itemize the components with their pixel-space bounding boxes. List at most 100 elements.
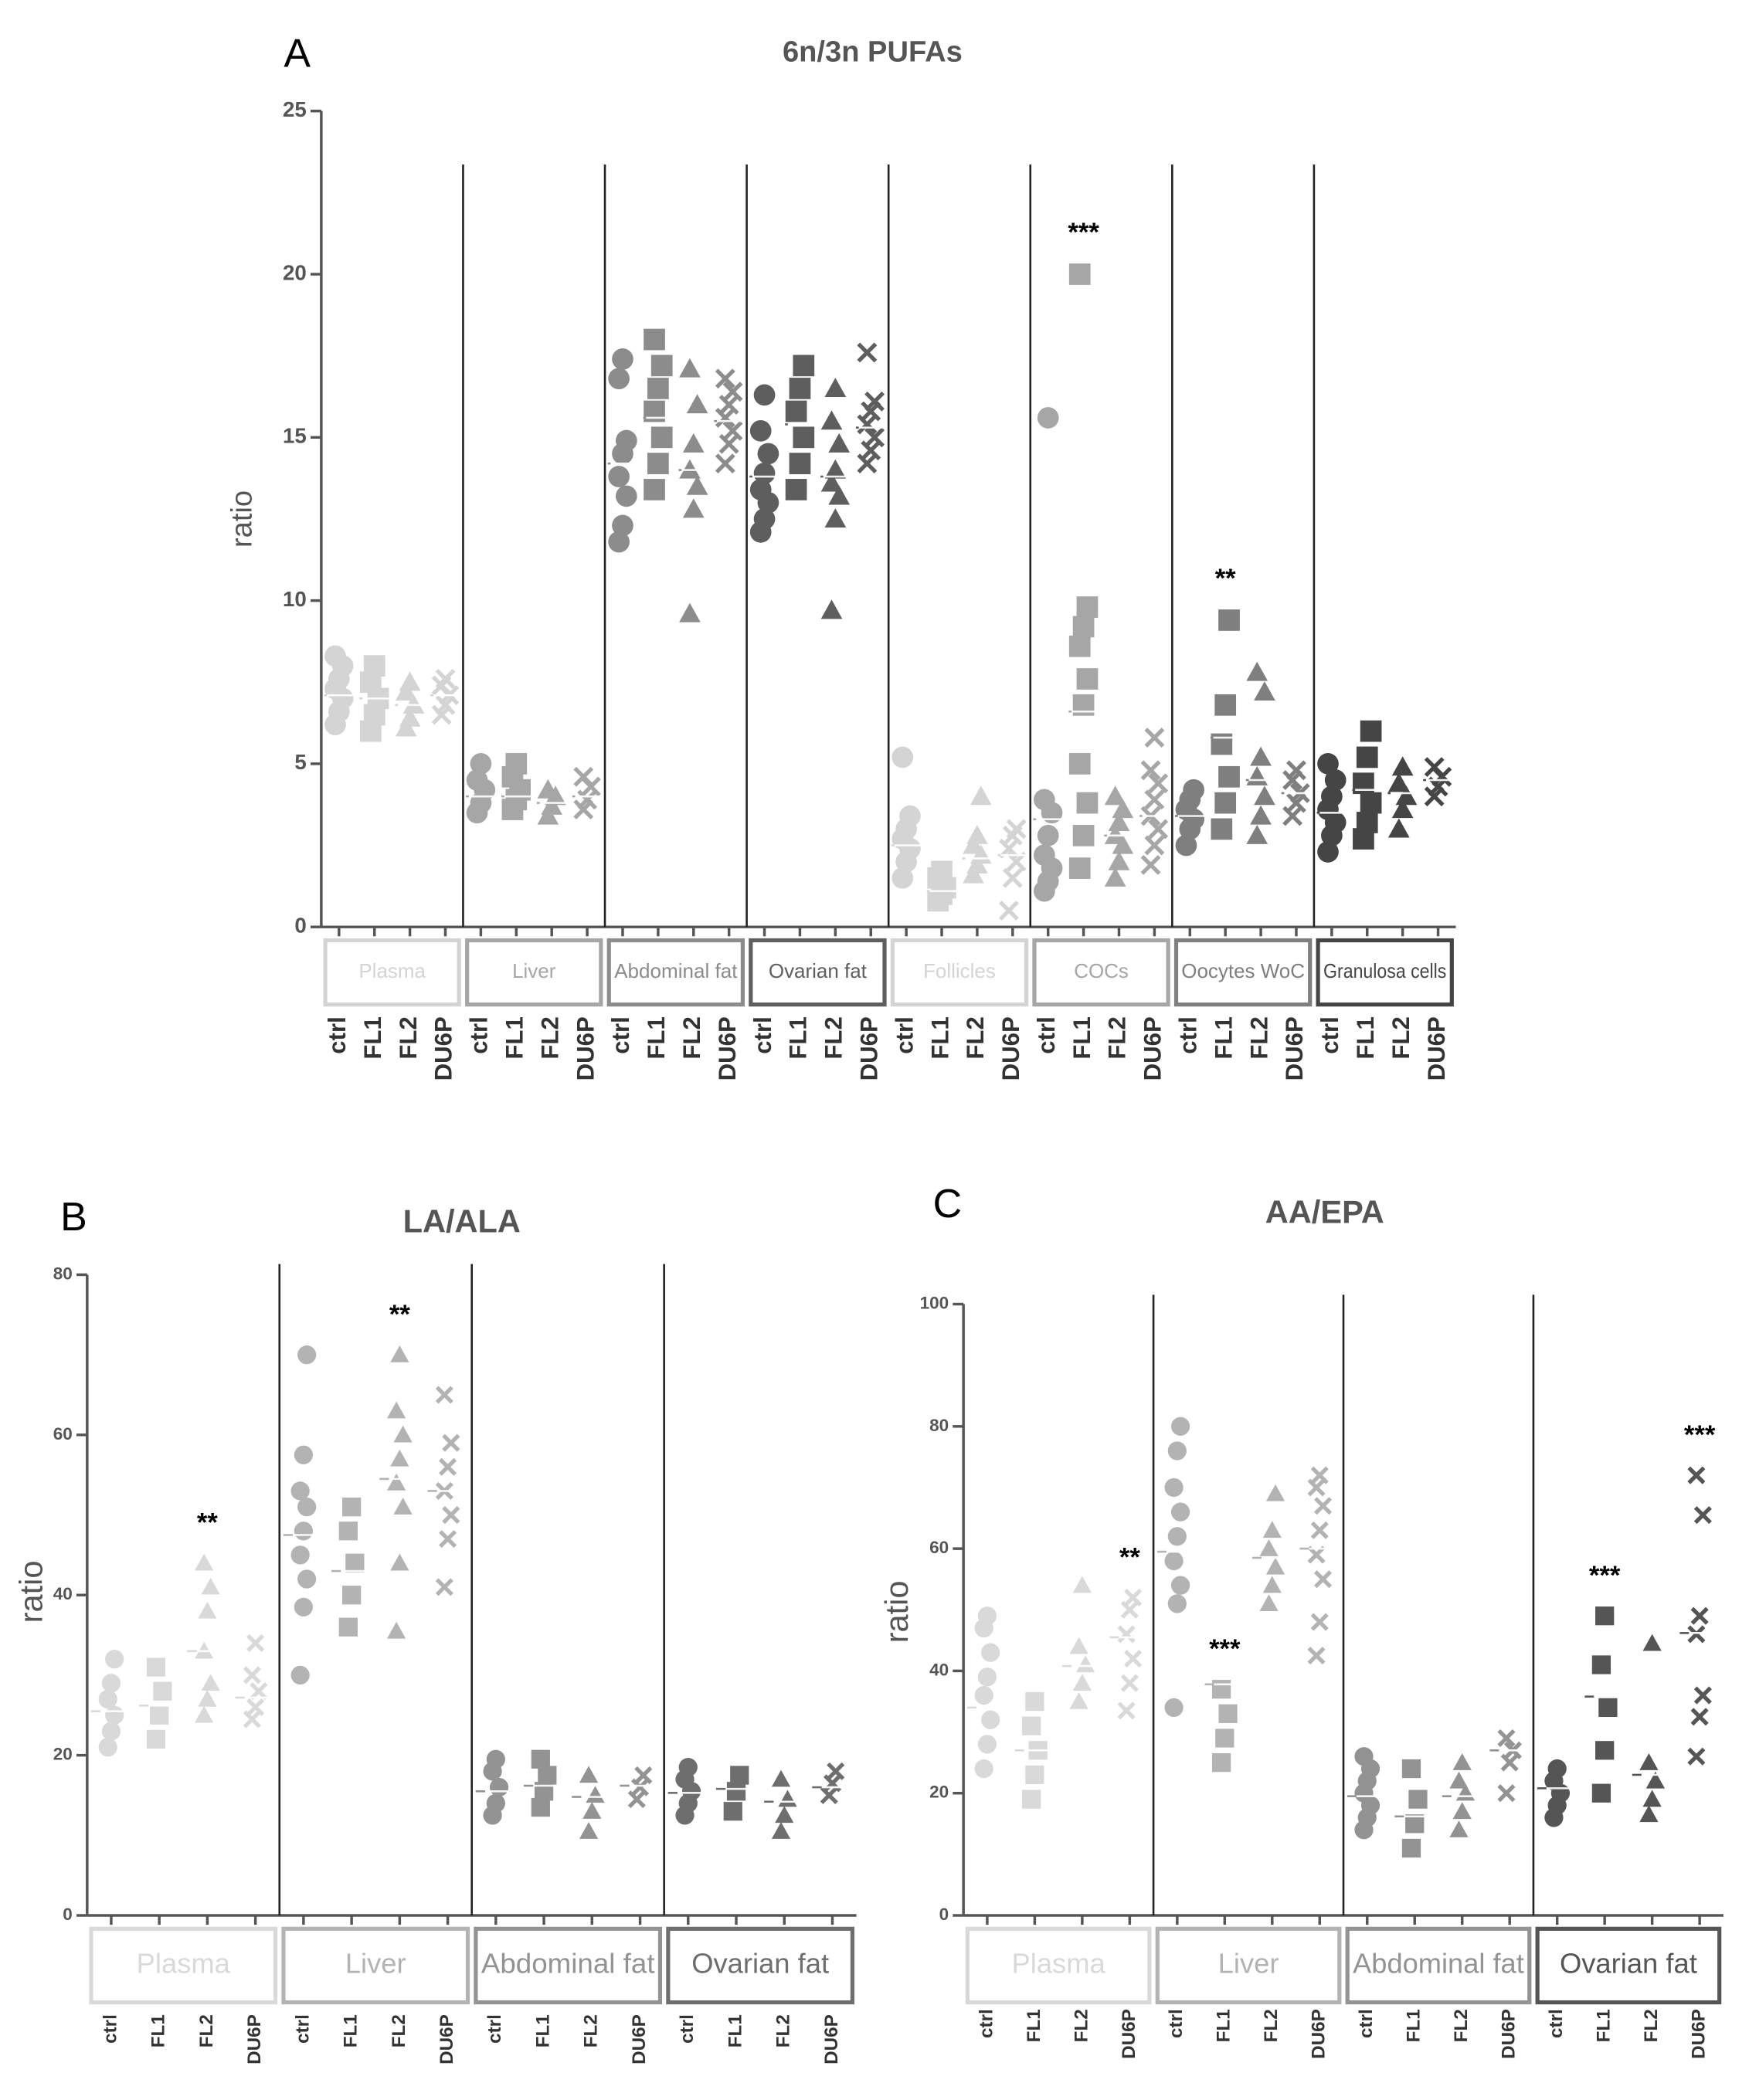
- y-tick-label: 80: [929, 1416, 949, 1435]
- x-tick-label: FL2: [820, 1016, 847, 1059]
- cross-stroke: [435, 669, 456, 689]
- data-point: [793, 426, 815, 449]
- data-point: [1120, 1674, 1139, 1692]
- data-point: [1167, 1441, 1187, 1461]
- significance: ***: [1684, 1420, 1716, 1450]
- data-point: [399, 707, 421, 727]
- group-label: Ovarian fat: [1560, 1948, 1697, 1980]
- x-tick-label: ctrl: [1166, 2009, 1187, 2038]
- cross-stroke: [1148, 773, 1169, 794]
- data-point: [1449, 1771, 1469, 1789]
- data-point: [1246, 765, 1268, 785]
- y-tick-label: 15: [283, 424, 307, 448]
- group-box: [606, 938, 745, 1007]
- data-point: [963, 834, 984, 854]
- data-point: [1690, 1708, 1709, 1726]
- data-point: [789, 453, 811, 474]
- data-point: [1108, 850, 1130, 870]
- data-point: [1687, 1625, 1706, 1644]
- x-tick-label: FL2: [536, 1016, 563, 1059]
- data-point: [243, 1710, 261, 1729]
- data-point: [1259, 1539, 1279, 1556]
- cross-stroke: [1307, 1478, 1326, 1497]
- data-point: [1310, 1521, 1329, 1539]
- cross-stroke: [1424, 757, 1445, 778]
- significance: **: [1215, 564, 1236, 593]
- data-point: [294, 1445, 314, 1464]
- data-point: [537, 805, 559, 825]
- data-point: [489, 1777, 509, 1797]
- x-tick-label: ctrl: [466, 1016, 493, 1053]
- data-point: [999, 901, 1019, 921]
- x-tick-label: FL2: [1104, 1016, 1131, 1059]
- x-tick-label: FL1: [532, 2014, 553, 2047]
- data-point: [970, 785, 992, 806]
- cross-stroke: [864, 427, 885, 448]
- data-point: [1310, 1466, 1329, 1484]
- y-tick-label: 10: [283, 587, 307, 611]
- x-tick-label: ctrl: [1316, 1016, 1343, 1053]
- data-point: [679, 602, 701, 623]
- x-tick-label: FL1: [1594, 2009, 1615, 2042]
- data-point: [1076, 668, 1099, 690]
- cross-stroke: [1431, 766, 1452, 787]
- data-point: [678, 1758, 698, 1777]
- data-point: [294, 1522, 314, 1541]
- cross-stroke: [1286, 760, 1306, 781]
- x-tick-label: DU6P: [1423, 1016, 1450, 1081]
- data-point: [644, 479, 665, 500]
- data-point: [101, 1674, 121, 1693]
- data-point: [1356, 746, 1378, 768]
- group-box: [1155, 1926, 1342, 2005]
- data-point: [505, 753, 528, 775]
- group-label: Liver: [345, 1948, 406, 1980]
- x-tick-label: FL2: [581, 2014, 602, 2047]
- cross-stroke: [439, 1457, 457, 1476]
- data-point: [435, 669, 456, 689]
- data-point: [723, 1802, 742, 1821]
- data-point: [1034, 844, 1055, 867]
- x-tick-label: DU6P: [1499, 2009, 1520, 2059]
- data-point: [1254, 785, 1275, 806]
- data-point: [1170, 1502, 1190, 1522]
- data-point: [977, 1735, 997, 1754]
- cross-stroke: [243, 1710, 261, 1729]
- cross-stroke: [246, 1698, 265, 1716]
- group-box: [890, 938, 1029, 1007]
- data-point: [439, 1457, 457, 1476]
- x-tick-label: ctrl: [607, 1016, 634, 1053]
- cross-stroke: [1497, 1784, 1516, 1803]
- data-point: [1104, 867, 1126, 887]
- cross-stroke: [246, 1634, 265, 1652]
- data-point: [1265, 1557, 1285, 1575]
- cross-stroke: [718, 433, 739, 454]
- y-tick-label: 40: [53, 1584, 73, 1603]
- cross-stroke: [1693, 1686, 1712, 1705]
- data-point: [771, 1822, 791, 1839]
- x-tick-label: FL1: [341, 2014, 362, 2047]
- data-point: [290, 1481, 310, 1501]
- data-point: [608, 466, 630, 487]
- data-point: [650, 426, 673, 449]
- group-box: [89, 1926, 278, 2005]
- data-point: [1211, 1753, 1231, 1773]
- data-point: [827, 1762, 845, 1780]
- data-point: [824, 378, 847, 398]
- cross-stroke: [439, 1530, 457, 1549]
- data-point: [1175, 834, 1197, 857]
- cross-stroke: [1310, 1613, 1329, 1631]
- data-point: [1690, 1606, 1709, 1625]
- data-point: [363, 655, 385, 677]
- data-point: [582, 1802, 602, 1819]
- data-point: [386, 1401, 406, 1419]
- data-point: [974, 1685, 993, 1705]
- data-point: [573, 766, 594, 787]
- y-tick-label: 25: [283, 97, 307, 121]
- data-point: [749, 479, 772, 500]
- data-point: [579, 1822, 599, 1839]
- y-tick-label: 80: [53, 1264, 73, 1283]
- x-tick-label: FL1: [785, 1016, 812, 1059]
- x-tick-label: ctrl: [292, 2014, 313, 2044]
- data-point: [1112, 834, 1134, 854]
- data-point: [1307, 1545, 1326, 1564]
